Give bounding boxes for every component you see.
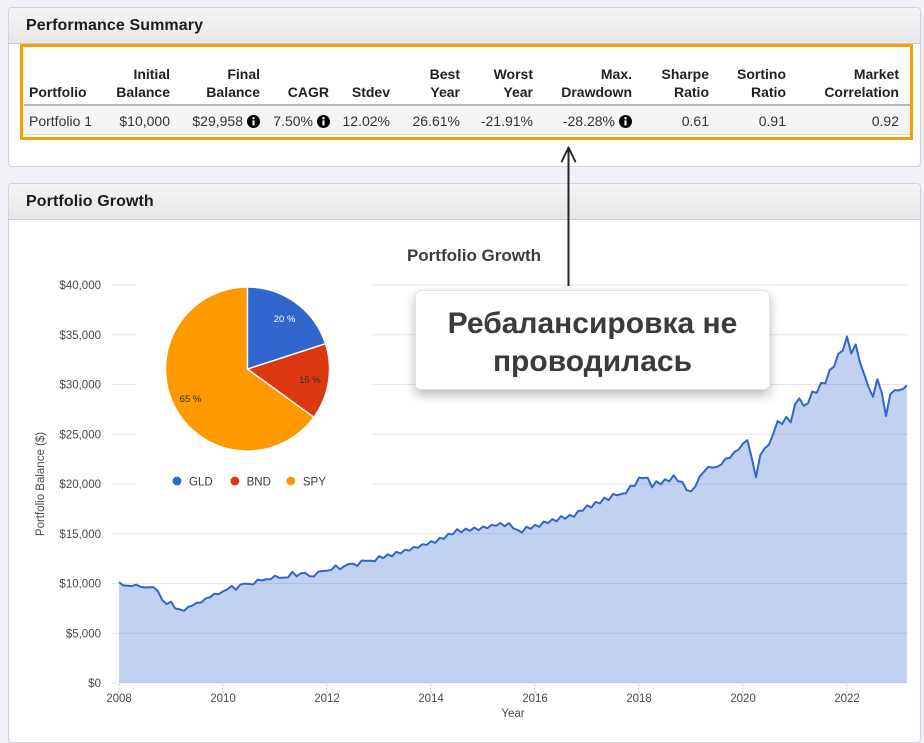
svg-text:Portfolio Growth: Portfolio Growth <box>407 246 541 265</box>
svg-text:2018: 2018 <box>626 693 652 705</box>
svg-text:15 %: 15 % <box>299 375 321 386</box>
svg-text:2022: 2022 <box>834 693 860 705</box>
svg-text:$40,000: $40,000 <box>59 280 101 292</box>
svg-text:20 %: 20 % <box>274 314 296 325</box>
svg-text:$30,000: $30,000 <box>59 380 101 392</box>
svg-text:$25,000: $25,000 <box>59 429 101 441</box>
svg-text:2016: 2016 <box>522 693 548 705</box>
svg-text:2008: 2008 <box>106 693 132 705</box>
svg-text:GLD: GLD <box>189 477 213 489</box>
svg-text:$5,000: $5,000 <box>66 628 101 640</box>
svg-text:2020: 2020 <box>730 693 756 705</box>
svg-text:$10,000: $10,000 <box>59 579 101 591</box>
svg-text:$0: $0 <box>88 678 101 690</box>
svg-text:SPY: SPY <box>303 477 326 489</box>
svg-text:2012: 2012 <box>314 693 340 705</box>
svg-text:$20,000: $20,000 <box>59 479 101 491</box>
svg-text:65 %: 65 % <box>180 394 202 405</box>
svg-text:2014: 2014 <box>418 693 444 705</box>
svg-text:$15,000: $15,000 <box>59 529 101 541</box>
svg-text:$35,000: $35,000 <box>59 330 101 342</box>
svg-text:BND: BND <box>247 477 271 489</box>
svg-text:2010: 2010 <box>210 693 236 705</box>
svg-text:Portfolio Balance ($): Portfolio Balance ($) <box>35 432 47 536</box>
svg-text:Year: Year <box>501 708 524 720</box>
